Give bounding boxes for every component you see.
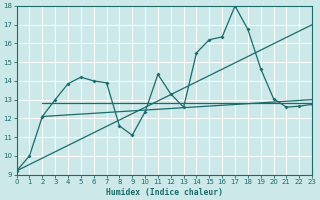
X-axis label: Humidex (Indice chaleur): Humidex (Indice chaleur)	[106, 188, 223, 197]
